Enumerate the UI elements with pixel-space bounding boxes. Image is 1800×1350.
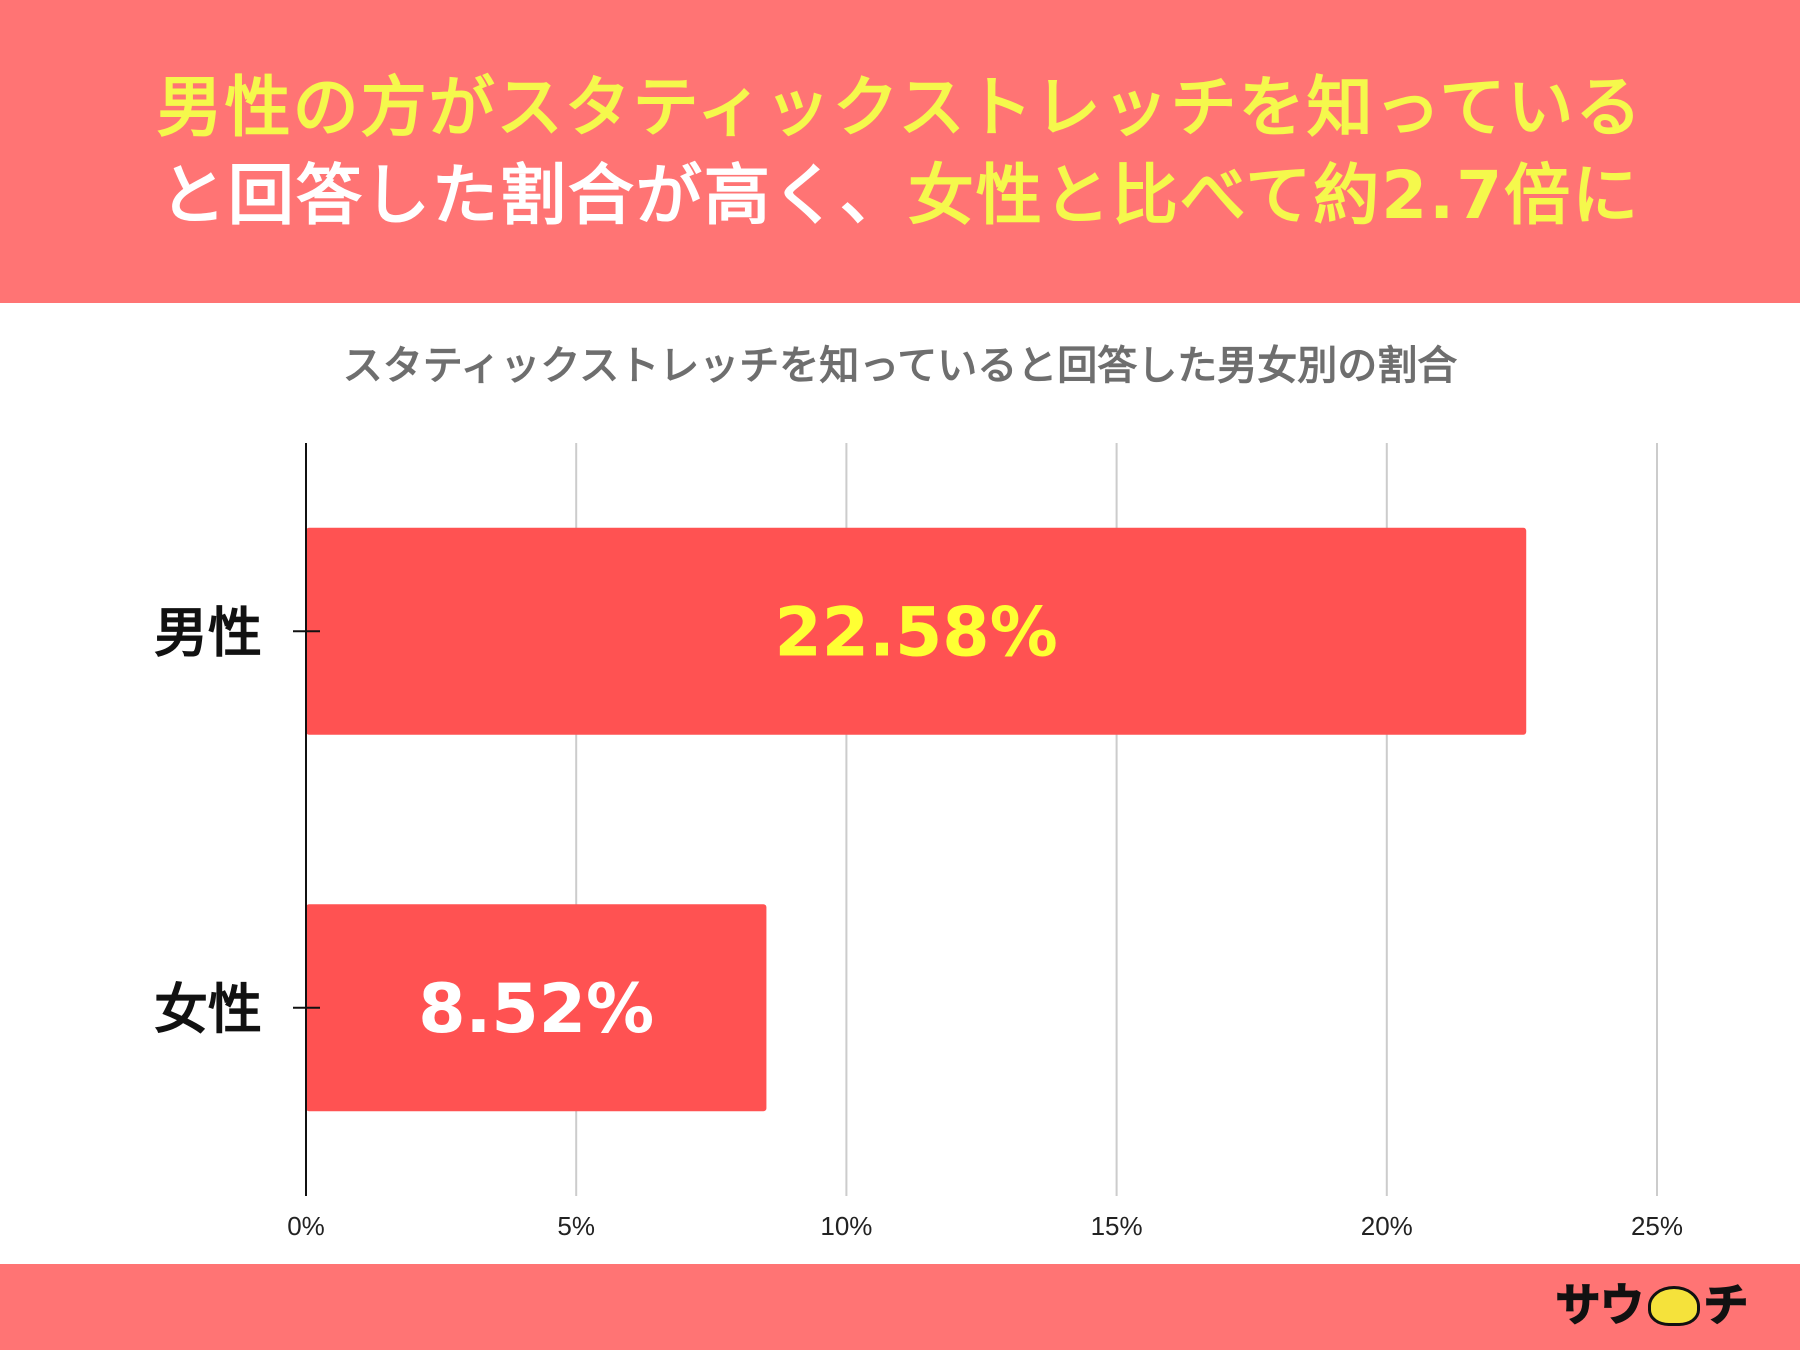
- x-tick-label: 0%: [287, 1211, 325, 1241]
- bar: [306, 527, 1527, 735]
- x-tick-label: 20%: [1361, 1211, 1413, 1241]
- headline-line-1-accent: 男性の方がスタティックストレッチを知っている: [156, 69, 1644, 146]
- logo-mascot-icon: [1648, 1286, 1700, 1326]
- footer-banner: サウ チ: [0, 1264, 1800, 1350]
- x-tick-label: 5%: [557, 1211, 595, 1241]
- logo-text-right: チ: [1703, 1279, 1749, 1332]
- header-banner: [0, 0, 1800, 303]
- bar: [306, 904, 767, 1112]
- x-tick-label: 25%: [1631, 1211, 1683, 1241]
- bar-chart: 0% 5% 10% 15% 20% 25% 22.58% 男性 8.52% 女性: [154, 443, 1683, 1241]
- chart-title: スタティックストレッチを知っていると回答した男女別の割合: [342, 343, 1458, 389]
- category-label: 男性: [154, 601, 262, 664]
- bar-value-label: 22.58%: [774, 593, 1057, 672]
- brand-logo: サウ チ: [1555, 1278, 1749, 1334]
- category-label: 女性: [154, 978, 262, 1041]
- logo-text-left: サウ: [1555, 1279, 1645, 1332]
- x-tick-label: 15%: [1091, 1211, 1143, 1241]
- headline-line-2-part1: と回答した割合が高く、: [159, 157, 908, 234]
- x-tick-label: 10%: [820, 1211, 872, 1241]
- headline-line-2: と回答した割合が高く、女性と比べて約2.7倍に: [0, 152, 1800, 240]
- headline: 男性の方がスタティックストレッチを知っている と回答した割合が高く、女性と比べて…: [0, 64, 1800, 240]
- headline-line-2-accent: 女性と比べて約2.7倍に: [907, 157, 1641, 234]
- headline-line-1: 男性の方がスタティックストレッチを知っている: [0, 64, 1800, 152]
- bar-value-label: 8.52%: [418, 970, 654, 1049]
